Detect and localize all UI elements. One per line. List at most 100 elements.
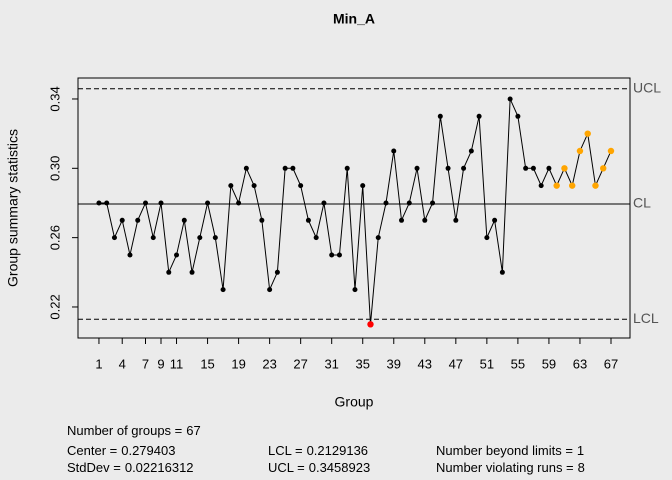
data-point xyxy=(205,200,211,206)
data-point xyxy=(104,200,110,206)
data-point xyxy=(468,148,474,154)
data-point xyxy=(220,287,226,293)
data-point xyxy=(344,165,350,171)
data-point xyxy=(553,182,560,189)
data-point xyxy=(561,165,568,172)
data-point xyxy=(119,217,125,223)
data-point xyxy=(251,183,257,189)
data-point xyxy=(228,183,234,189)
x-tick-label: 1 xyxy=(95,356,102,371)
data-point xyxy=(135,217,141,223)
data-point xyxy=(267,287,273,293)
data-point xyxy=(607,147,615,155)
data-point xyxy=(158,200,164,206)
data-point xyxy=(243,165,249,171)
chart-title: Min_A xyxy=(333,11,375,27)
data-point xyxy=(492,217,498,223)
stat-label: Center = xyxy=(67,443,117,458)
data-point xyxy=(236,200,242,206)
data-point xyxy=(422,217,428,223)
data-point xyxy=(367,321,374,328)
data-point xyxy=(584,130,591,137)
data-point xyxy=(476,113,482,119)
x-tick-label: 19 xyxy=(231,356,245,371)
data-point xyxy=(274,269,280,275)
data-point xyxy=(127,252,133,258)
data-point xyxy=(383,200,389,206)
stat: UCL = 0.3458923 xyxy=(268,460,370,475)
stat: Number violating runs = 8 xyxy=(436,460,585,475)
data-point xyxy=(484,235,490,241)
x-tick-label: 63 xyxy=(573,356,587,371)
data-point xyxy=(96,200,102,206)
data-point xyxy=(406,200,412,206)
data-point xyxy=(352,287,358,293)
data-point xyxy=(150,235,156,241)
stat-value: 0.3458923 xyxy=(309,460,370,475)
stat-value: 1 xyxy=(577,443,584,458)
y-tick-label: 0.22 xyxy=(47,294,62,319)
x-tick-label: 27 xyxy=(293,356,307,371)
data-point xyxy=(197,235,203,241)
x-axis-label: Group xyxy=(335,394,374,410)
y-tick-label: 0.34 xyxy=(47,86,62,111)
data-point xyxy=(523,165,529,171)
data-point xyxy=(391,148,397,154)
stat-label: LCL = xyxy=(268,443,303,458)
x-tick-label: 9 xyxy=(157,356,164,371)
x-tick-label: 11 xyxy=(170,356,184,371)
stat: Center = 0.279403 xyxy=(67,443,175,458)
data-point xyxy=(414,165,420,171)
data-point xyxy=(329,252,335,258)
data-point xyxy=(437,113,443,119)
stat-label: UCL = xyxy=(268,460,305,475)
data-point xyxy=(507,96,513,102)
x-tick-label: 4 xyxy=(119,356,126,371)
data-point xyxy=(538,183,544,189)
data-point xyxy=(111,235,117,241)
data-point xyxy=(142,200,148,206)
x-tick-label: 39 xyxy=(387,356,401,371)
lcl-label: LCL xyxy=(633,310,659,326)
data-point xyxy=(174,252,180,258)
data-point xyxy=(499,269,505,275)
data-point xyxy=(282,165,288,171)
stat-label: Number violating runs = xyxy=(436,460,574,475)
stat: Number beyond limits = 1 xyxy=(436,443,584,458)
data-point xyxy=(166,269,172,275)
stat-value: 0.2129136 xyxy=(307,443,368,458)
data-point xyxy=(259,217,265,223)
data-point xyxy=(375,235,381,241)
data-point xyxy=(430,200,436,206)
data-point xyxy=(181,217,187,223)
data-point xyxy=(298,183,304,189)
data-point xyxy=(212,235,218,241)
ucl-label: UCL xyxy=(633,79,661,95)
stat: Number of groups = 67 xyxy=(67,423,201,438)
data-point xyxy=(189,269,195,275)
data-point xyxy=(305,217,311,223)
data-point xyxy=(445,165,451,171)
data-point xyxy=(576,147,584,155)
stat-value: 0.279403 xyxy=(121,443,175,458)
stat: StdDev = 0.02216312 xyxy=(67,460,194,475)
x-tick-label: 7 xyxy=(142,356,149,371)
stat-label: Number of groups = xyxy=(67,423,182,438)
stat-label: Number beyond limits = xyxy=(436,443,573,458)
stat-value: 8 xyxy=(578,460,585,475)
x-tick-label: 51 xyxy=(480,356,494,371)
data-point xyxy=(461,165,467,171)
stat-value: 0.02216312 xyxy=(125,460,194,475)
data-point xyxy=(453,217,459,223)
x-tick-label: 67 xyxy=(604,356,618,371)
x-tick-label: 47 xyxy=(449,356,463,371)
stat: LCL = 0.2129136 xyxy=(268,443,368,458)
stat-value: 67 xyxy=(186,423,200,438)
data-point xyxy=(592,182,599,189)
y-tick-label: 0.26 xyxy=(47,225,62,250)
data-point xyxy=(313,235,319,241)
x-tick-label: 35 xyxy=(355,356,369,371)
data-point xyxy=(321,200,327,206)
